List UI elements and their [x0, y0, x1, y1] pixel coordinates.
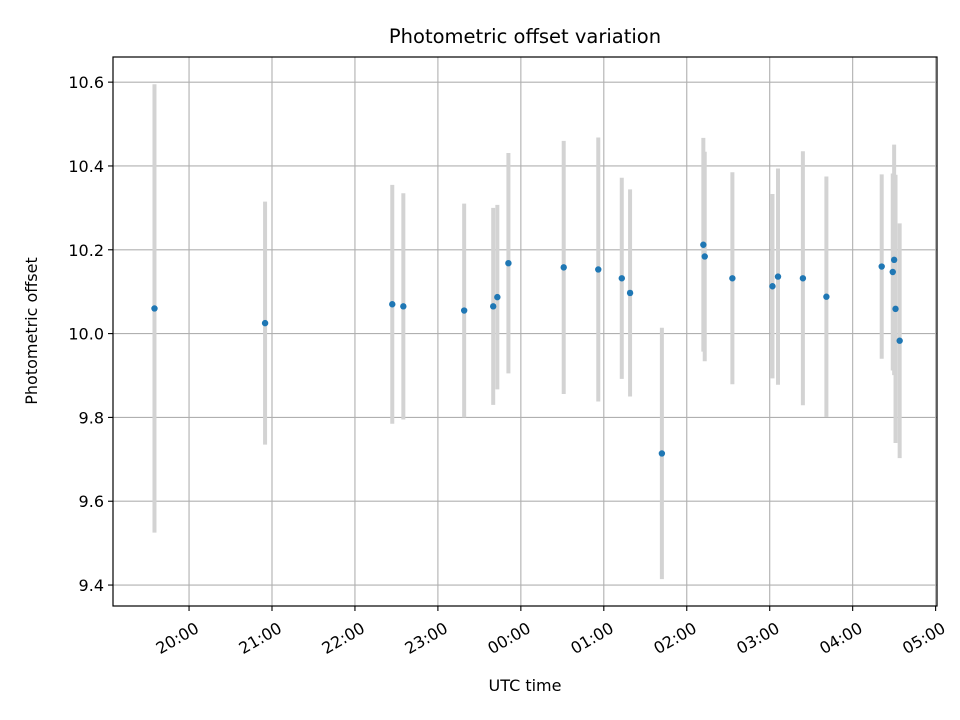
data-point	[823, 293, 830, 300]
data-point	[490, 303, 497, 310]
data-point	[701, 253, 708, 260]
data-point	[261, 319, 269, 327]
data-point	[389, 301, 396, 308]
y-tick-label: 9.4	[79, 576, 104, 595]
data-point	[889, 268, 896, 276]
data-point	[618, 275, 625, 282]
data-point	[626, 289, 634, 297]
y-axis: 9.4 9.6 9.8 10.0 10.2 10.4 10.6	[68, 73, 113, 595]
data-point	[494, 293, 501, 301]
x-axis-label: UTC time	[489, 676, 562, 695]
data-point	[774, 273, 782, 280]
grid	[113, 57, 937, 606]
data-points	[151, 241, 903, 457]
y-tick-label: 10.0	[68, 325, 104, 344]
chart-title: Photometric offset variation	[389, 25, 661, 48]
plot-frame	[112, 56, 938, 607]
y-axis-label: Photometric offset	[22, 257, 41, 405]
y-tick-label: 10.4	[68, 157, 104, 176]
data-point	[658, 450, 666, 457]
data-point	[700, 241, 707, 248]
data-point	[769, 283, 776, 290]
data-point	[729, 275, 736, 282]
y-tick-label: 9.6	[79, 492, 104, 511]
data-point	[460, 307, 468, 314]
y-tick-label: 9.8	[79, 408, 104, 427]
data-point	[890, 256, 898, 264]
data-point	[799, 275, 807, 282]
data-point	[505, 259, 512, 267]
data-point	[595, 266, 602, 273]
data-point	[892, 305, 899, 313]
data-point	[560, 264, 567, 271]
y-tick-label: 10.6	[68, 73, 104, 92]
data-point	[151, 305, 158, 312]
data-point	[896, 337, 903, 344]
data-point	[878, 263, 885, 270]
y-tick-label: 10.2	[68, 241, 104, 260]
data-point	[400, 303, 407, 310]
